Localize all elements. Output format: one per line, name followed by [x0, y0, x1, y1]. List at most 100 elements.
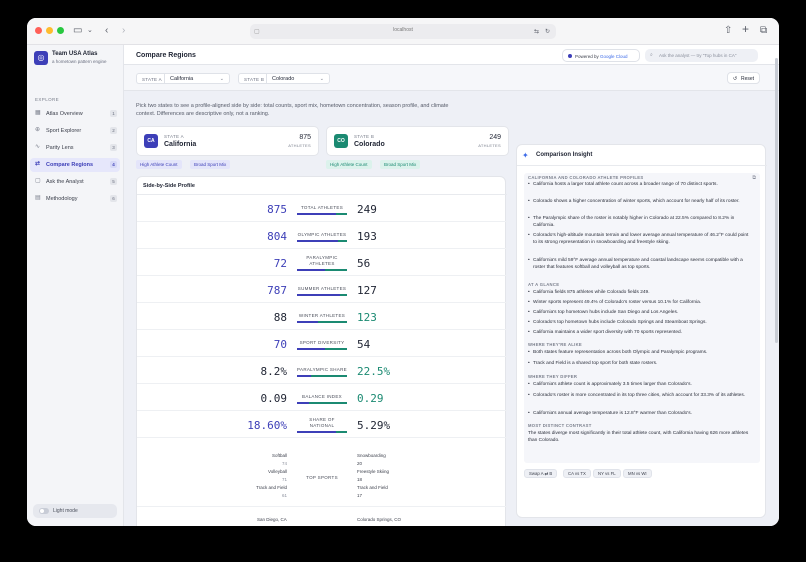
- state-a-select[interactable]: California ⌄: [164, 73, 230, 84]
- state-b-label: STATE B: [238, 73, 266, 84]
- sidebar-section-label: EXPLORE: [35, 97, 60, 102]
- state-a-share-fill: [297, 294, 340, 296]
- metric-label: TOTAL ATHLETES: [300, 205, 344, 210]
- state-b-value: 22.5%: [357, 365, 391, 378]
- metric-share-bar: [297, 294, 347, 296]
- top-hub-a: San Diego, CA: [257, 517, 287, 522]
- sidebar-item-atlas-overview[interactable]: ▦ Atlas Overview 1: [30, 107, 120, 121]
- page-title: Compare Regions: [136, 52, 196, 59]
- comparison-insight-panel: ✦ Comparison Insight CALIFORNIA AND COLO…: [516, 144, 767, 518]
- translate-icon[interactable]: ⇆: [534, 29, 540, 35]
- sidebar-item-methodology[interactable]: ▤ Methodology 6: [30, 192, 120, 206]
- metric-share-bar: [297, 375, 347, 377]
- state-b-share-fill: [338, 240, 347, 242]
- metric-row: 0.09 BALANCE INDEX 0.29: [137, 384, 507, 411]
- chat-icon: ▢: [35, 178, 41, 184]
- url-text: localhost: [393, 27, 413, 33]
- insight-item: Colorado shows a higher concentration of…: [528, 199, 752, 206]
- shortcut-badge: 2: [110, 127, 117, 134]
- tab-overview-icon[interactable]: ⧉: [760, 25, 768, 36]
- swap-states-chip[interactable]: Swap A ⇄ B: [524, 469, 558, 478]
- top-sports-label: TOP SPORTS: [306, 475, 338, 480]
- insight-item: The Paralympic share of the roster is no…: [528, 216, 752, 230]
- app-name: Team USA Atlas: [52, 51, 98, 57]
- insight-title: Comparison Insight: [536, 152, 593, 158]
- ask-analyst-input[interactable]: ⌕ Ask the analyst — try "Top hubs in CA": [645, 49, 758, 62]
- page-scrollbar[interactable]: [775, 58, 778, 343]
- sidebar-item-ask-the-analyst[interactable]: ▢ Ask the Analyst 5: [30, 175, 120, 189]
- metric-share-bar: [297, 213, 347, 215]
- status-dot-icon: [568, 54, 572, 58]
- reload-icon[interactable]: ↻: [545, 29, 551, 35]
- top-sport-b-count: 17: [357, 493, 363, 498]
- state-b-value: 249: [357, 203, 377, 216]
- sidebar-item-compare-regions[interactable]: ⇄ Compare Regions 4: [30, 158, 120, 172]
- state-b-share-fill: [318, 321, 347, 323]
- close-window-button[interactable]: [35, 27, 42, 34]
- app-tagline: a hometown pattern engine: [52, 59, 107, 64]
- sidebar-item-label: Compare Regions: [46, 162, 94, 168]
- theme-toggle[interactable]: Light mode: [33, 504, 117, 518]
- maximize-window-button[interactable]: [57, 27, 64, 34]
- state-a-card-label: STATE A: [164, 134, 184, 139]
- insight-heading: MOST DISTINCT CONTRAST: [528, 423, 592, 428]
- metric-label: OLYMPIC ATHLETES: [297, 232, 347, 237]
- new-tab-icon[interactable]: +: [742, 22, 750, 36]
- state-a-label: STATE A: [136, 73, 164, 84]
- powered-by-badge: Powered by Google Cloud: [562, 49, 640, 62]
- insight-item: California's athlete count is approximat…: [528, 382, 752, 389]
- state-a-share-fill: [297, 240, 338, 242]
- metric-row: 70 SPORT DIVERSITY 54: [137, 330, 507, 357]
- shortcut-badge: 5: [110, 178, 117, 185]
- minimize-window-button[interactable]: [46, 27, 53, 34]
- metric-share-bar: [297, 348, 347, 350]
- share-icon[interactable]: ⇧: [724, 25, 733, 36]
- state-b-value: 0.29: [357, 392, 384, 405]
- state-a-share-fill: [297, 431, 336, 433]
- state-b-share-fill: [336, 431, 347, 433]
- state-b-value: 127: [357, 284, 377, 297]
- chevron-down-icon[interactable]: ⌄: [87, 27, 93, 34]
- compare-chip-ny-fl[interactable]: NY vs FL: [593, 469, 621, 478]
- compare-chip-mn-wi[interactable]: MN vs WI: [623, 469, 652, 478]
- sidebar-toggle-icon[interactable]: ▭: [73, 25, 83, 36]
- divider: [137, 194, 507, 195]
- state-a-card: CA STATE A California 875 ATHLETES: [136, 126, 319, 156]
- reset-button[interactable]: ↺ Reset: [727, 72, 760, 84]
- compare-chip-ca-tx[interactable]: CA vs TX: [563, 469, 591, 478]
- insight-body: CALIFORNIA AND COLORADO ATHLETE PROFILES…: [524, 173, 760, 463]
- sidebar-item-sport-explorer[interactable]: ⊕ Sport Explorer 2: [30, 124, 120, 138]
- state-a-share-fill: [297, 348, 325, 350]
- metric-share-bar: [297, 240, 347, 242]
- document-icon: ▤: [35, 195, 41, 201]
- metric-label: SUMMER ATHLETES: [297, 286, 347, 291]
- insight-item: Both states feature representation acros…: [528, 350, 752, 357]
- state-b-select[interactable]: Colorado ⌄: [266, 73, 330, 84]
- state-a-unit: ATHLETES: [288, 143, 311, 148]
- copy-icon[interactable]: ⧉: [752, 175, 756, 181]
- state-a-share-fill: [297, 213, 336, 215]
- address-bar[interactable]: ▢ localhost ⇆ ↻: [250, 24, 556, 39]
- state-b-share-fill: [340, 294, 347, 296]
- search-icon: ⌕: [650, 52, 653, 58]
- metric-row: 88 WINTER ATHLETES 123: [137, 303, 507, 330]
- metric-label: SPORT DIVERSITY: [299, 340, 345, 345]
- top-sport-b-count: 18: [357, 477, 363, 482]
- back-arrow-icon[interactable]: ‹: [105, 25, 109, 36]
- top-sport-a: Softball: [271, 453, 287, 458]
- state-b-tag: High Athlete Count: [326, 160, 372, 169]
- insight-item: California maintains a wider sport diver…: [528, 330, 752, 337]
- state-a-share-fill: [297, 269, 325, 271]
- sidebar-item-parity-lens[interactable]: ∿ Parity Lens 3: [30, 141, 120, 155]
- forward-arrow-icon[interactable]: ›: [122, 25, 126, 36]
- metric-row: 18.60% SHARE OF NATIONAL 5.29%: [137, 411, 507, 438]
- insight-item: Colorado's top hometown hubs include Col…: [528, 320, 752, 327]
- metric-share-bar: [297, 402, 347, 404]
- top-sport-b: Snowboarding: [357, 453, 386, 458]
- powered-brand: Google Cloud: [600, 53, 628, 59]
- insight-heading: CALIFORNIA AND COLORADO ATHLETE PROFILES: [528, 175, 644, 180]
- state-a-count: 875: [299, 134, 311, 141]
- main-content: Compare Regions Powered by Google Cloud …: [124, 45, 779, 526]
- state-b-value: 54: [357, 338, 371, 351]
- reset-label: Reset: [741, 76, 755, 82]
